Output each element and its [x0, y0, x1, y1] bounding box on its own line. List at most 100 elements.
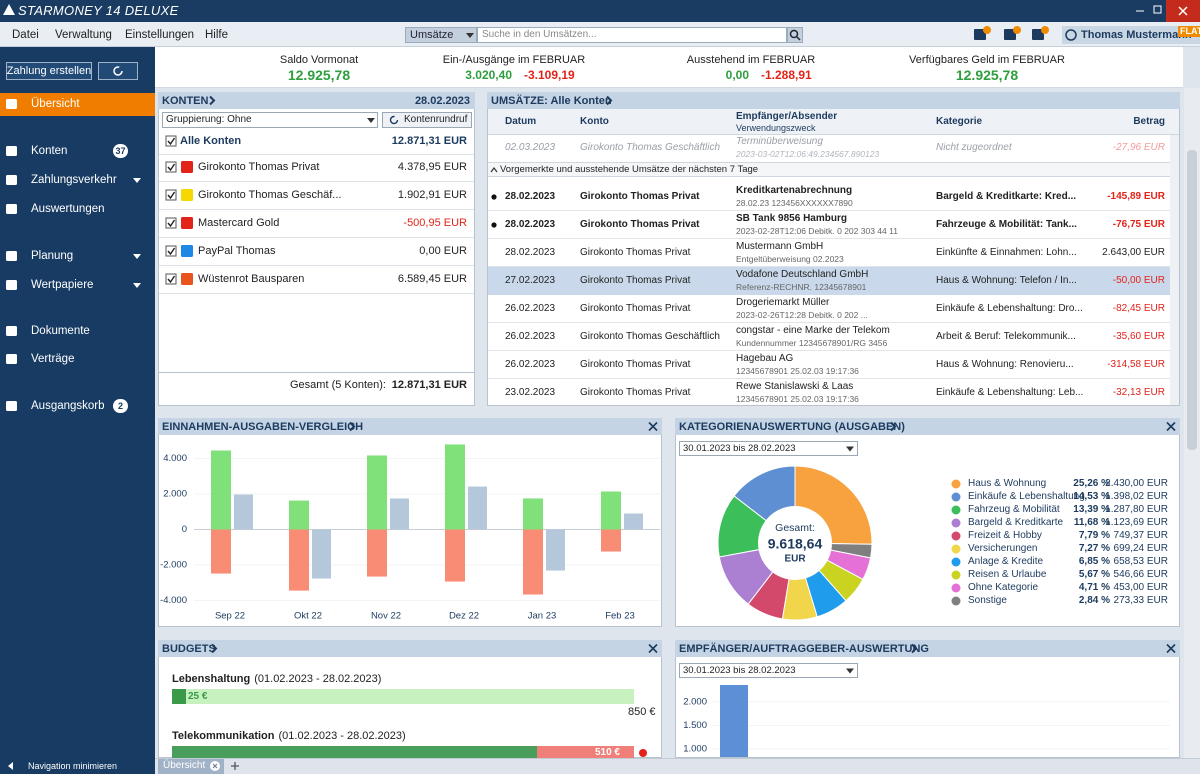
- legend-label: Einkäufe & Lebenshaltung: [968, 491, 1085, 502]
- transaction-row[interactable]: [488, 183, 1170, 211]
- legend-amount: 546,66 EUR: [1113, 569, 1168, 580]
- nav-item[interactable]: Übersicht: [31, 98, 80, 110]
- category-panel-title: KATEGORIENAUSWERTUNG (AUSGABEN): [679, 420, 905, 433]
- transaction-account: Girokonto Thomas Geschäftlich: [580, 142, 721, 153]
- nav-item[interactable]: Konten: [31, 145, 68, 157]
- transaction-row[interactable]: [488, 239, 1170, 267]
- refresh-accounts-button[interactable]: [382, 112, 472, 128]
- transaction-account: Girokonto Thomas Privat: [580, 359, 691, 370]
- search-input[interactable]: [477, 27, 787, 43]
- account-name[interactable]: Girokonto Thomas Privat: [198, 161, 320, 173]
- nav-badge: [113, 399, 128, 413]
- section-row[interactable]: [488, 162, 1179, 177]
- legend-percent: 14,53 %: [1073, 491, 1110, 502]
- account-name[interactable]: Girokonto Thomas Geschäf...: [198, 189, 342, 201]
- transaction-date: 27.02.2023: [505, 275, 556, 286]
- close-button[interactable]: [1166, 0, 1200, 22]
- nav-active: [0, 93, 155, 116]
- legend-label: Freizeit & Hobby: [968, 530, 1042, 541]
- transaction-category: Arbeit & Beruf: Telekommunik...: [936, 331, 1076, 342]
- transaction-category: Haus & Wohnung: Renovieru...: [936, 359, 1074, 370]
- transaction-payee: Terminüberweisung: [736, 136, 823, 147]
- grouping-select[interactable]: [162, 112, 378, 128]
- budget-heading: Telekommunikation (01.02.2023 - 28.02.202…: [172, 728, 406, 744]
- column-header-label: Kategorie: [936, 116, 983, 127]
- transaction-category: Bargeld & Kreditkarte: Kred...: [936, 191, 1077, 202]
- legend-percent: 7,27 %: [1078, 543, 1110, 554]
- column-header-sub: Verwendungszweck: [736, 123, 816, 133]
- budget-period: (01.02.2023 - 28.02.2023): [278, 730, 406, 742]
- nav-item[interactable]: Dokumente: [31, 325, 90, 337]
- transaction-account: Girokonto Thomas Privat: [580, 303, 691, 314]
- menu-item[interactable]: Hilfe: [205, 29, 229, 41]
- menu-item[interactable]: Datei: [12, 29, 39, 41]
- create-payment-button[interactable]: [6, 62, 92, 80]
- summary: [155, 47, 1183, 88]
- legend-label: Versicherungen: [968, 543, 1038, 554]
- transaction-purpose: Entgeltüberweisung 02.2023: [736, 254, 844, 264]
- menu-item[interactable]: Einstellungen: [125, 29, 195, 41]
- account-name[interactable]: Mastercard Gold: [198, 217, 280, 229]
- selected-row[interactable]: [488, 267, 1170, 295]
- scrollbar-thumb[interactable]: [1187, 150, 1197, 450]
- legend-percent: 2,84 %: [1078, 595, 1110, 606]
- nav-minimize: Navigation minimieren: [28, 761, 118, 771]
- row-separator: [159, 237, 474, 238]
- refresh-button[interactable]: [98, 62, 138, 80]
- transaction-date: 02.03.2023: [505, 142, 556, 153]
- transaction-row[interactable]: [488, 351, 1170, 379]
- legend-amount: 453,00 EUR: [1113, 582, 1168, 593]
- income-panel-header: [158, 418, 662, 435]
- legend-percent: 4,71 %: [1078, 582, 1110, 593]
- account-name[interactable]: Wüstenrot Bausparen: [198, 273, 305, 285]
- nav-minimize-bar[interactable]: [0, 758, 155, 774]
- legend-percent: 13,39 %: [1073, 504, 1110, 515]
- row-separator: [159, 265, 474, 266]
- nav-item[interactable]: Verträge: [31, 353, 75, 365]
- transaction-amount: -82,45 EUR: [1112, 303, 1165, 314]
- transaction-row[interactable]: [488, 379, 1170, 407]
- user-box[interactable]: [1062, 26, 1200, 44]
- plan-badge: FLAT: [1178, 26, 1200, 37]
- nav-badge-count: 2: [117, 401, 124, 411]
- section-label: Vorgemerkte und ausstehende Umsätze der …: [500, 163, 759, 175]
- account-name: Alle Konten: [180, 135, 242, 147]
- search-button[interactable]: [787, 27, 803, 43]
- transaction-payee: Kreditkartenabrechnung: [736, 185, 853, 196]
- menu-item[interactable]: Verwaltung: [55, 29, 112, 41]
- transaction-amount: 2.643,00 EUR: [1102, 247, 1165, 258]
- summary-value: 12.925,78: [955, 67, 1019, 83]
- transaction-category: Fahrzeuge & Mobilität: Tank...: [936, 219, 1077, 230]
- transaction-row[interactable]: [488, 211, 1170, 239]
- legend-label: Anlage & Kredite: [968, 556, 1044, 567]
- nav-item[interactable]: Zahlungsverkehr: [31, 174, 117, 186]
- table-scrollbar: [1170, 135, 1179, 405]
- transactions-panel: [487, 92, 1180, 406]
- transaction-payee: Mustermann GmbH: [736, 241, 824, 252]
- nav-item[interactable]: Ausgangskorb: [31, 400, 105, 412]
- transaction-row[interactable]: [488, 295, 1170, 323]
- account-name[interactable]: PayPal Thomas: [198, 245, 276, 257]
- user-name: Thomas Mustermann: [1081, 29, 1192, 41]
- legend-amount: 2.430,00 EUR: [1105, 478, 1168, 489]
- period-select[interactable]: [679, 663, 858, 678]
- transaction-row[interactable]: [488, 323, 1170, 351]
- tab[interactable]: [158, 759, 224, 774]
- transaction-category: Einkäufe & Lebenshaltung: Leb...: [936, 387, 1084, 398]
- transaction-purpose: Referenz-RECHNR. 12345678901: [736, 282, 867, 292]
- nav-item[interactable]: Planung: [31, 250, 74, 262]
- nav-item[interactable]: Auswertungen: [31, 203, 105, 215]
- summary-value: 0,00: [725, 68, 749, 82]
- summary-value: -1.288,91: [761, 68, 812, 82]
- budget-limit-bar: [172, 689, 634, 704]
- row-separator: [159, 293, 474, 294]
- transaction-account: Girokonto Thomas Privat: [580, 247, 691, 258]
- period-select[interactable]: [679, 441, 858, 456]
- nav-item[interactable]: Wertpapiere: [31, 279, 94, 291]
- transaction-payee: congstar - eine Marke der Telekom: [736, 325, 890, 336]
- total-separator: [159, 372, 474, 373]
- accounts-date: 28.02.2023: [414, 94, 470, 107]
- account-balance: 12.871,31 EUR: [391, 135, 467, 147]
- row-separator: [159, 181, 474, 182]
- search-scope[interactable]: [405, 27, 477, 43]
